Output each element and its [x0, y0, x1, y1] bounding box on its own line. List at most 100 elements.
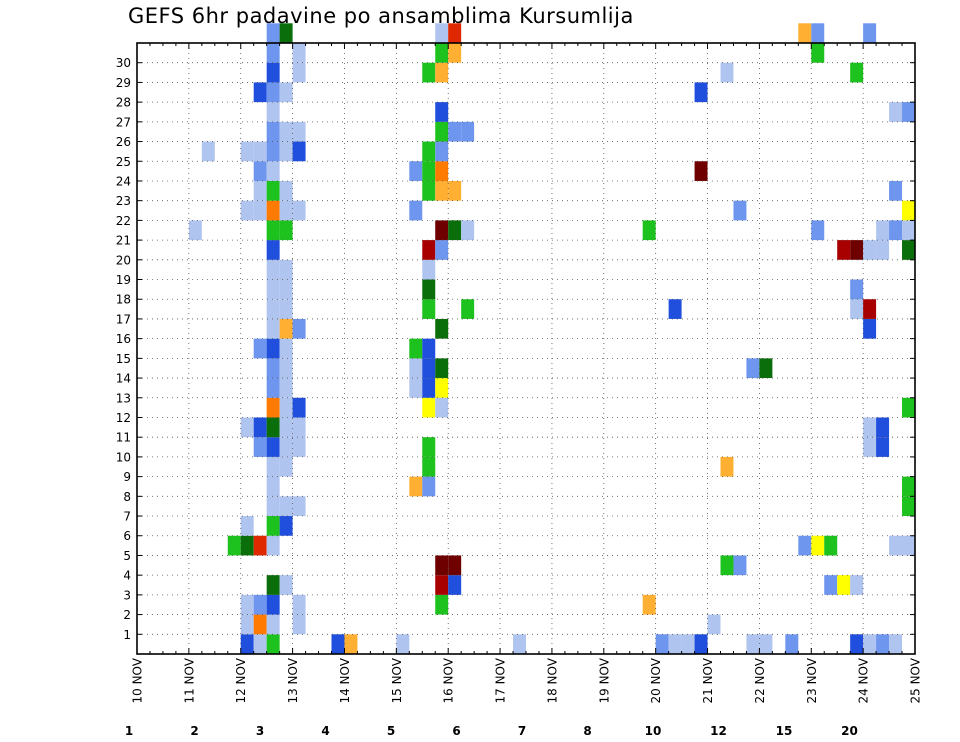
y-tick-label: 10 — [116, 450, 131, 464]
heatmap-cell — [253, 141, 267, 162]
heatmap-cell — [279, 496, 293, 517]
heatmap-cell — [292, 437, 306, 457]
heatmap-cell — [279, 220, 293, 241]
heatmap-cell — [435, 23, 449, 43]
heatmap-cell — [292, 62, 306, 83]
x-tick-label: 15 NOV — [390, 657, 404, 703]
heatmap-cell — [435, 121, 449, 142]
x-tick-label: 14 NOV — [338, 657, 352, 703]
heatmap-cell — [409, 476, 423, 497]
heatmap-cell — [279, 82, 293, 103]
heatmap-cell — [253, 614, 267, 635]
heatmap-cell — [292, 141, 306, 162]
heatmap-cell — [461, 220, 475, 241]
heatmap-cell — [266, 456, 280, 477]
heatmap-cell — [292, 397, 306, 418]
y-tick-label: 9 — [123, 470, 131, 484]
heatmap-cell — [253, 200, 267, 221]
heatmap-cell — [863, 23, 877, 43]
heatmap-cell — [435, 594, 449, 615]
y-tick-label: 11 — [116, 431, 131, 445]
heatmap-cell — [876, 240, 890, 260]
heatmap-cell — [279, 456, 293, 477]
heatmap-cell — [902, 476, 915, 497]
heatmap-cell — [266, 535, 280, 556]
heatmap-cell — [448, 555, 462, 576]
heatmap-cell — [240, 141, 254, 162]
colorbar-label: 1 — [125, 724, 133, 738]
heatmap-cell — [240, 594, 254, 615]
colorbar-label: 5 — [387, 724, 395, 738]
heatmap-cell — [422, 259, 436, 280]
heatmap-cell — [279, 121, 293, 142]
heatmap-cell — [253, 180, 267, 201]
heatmap-cell — [240, 516, 254, 536]
heatmap-cell — [409, 338, 423, 359]
heatmap-cell — [902, 102, 915, 122]
heatmap-cell — [448, 575, 462, 595]
heatmap-cell — [331, 634, 345, 654]
y-tick-label: 2 — [123, 608, 131, 622]
heatmap-cell — [448, 220, 462, 241]
heatmap-cell — [448, 43, 462, 63]
y-tick-label: 18 — [116, 293, 131, 307]
heatmap-cell — [902, 220, 915, 241]
y-tick-label: 20 — [116, 253, 131, 267]
heatmap-cell — [253, 594, 267, 615]
heatmap-cell — [811, 43, 825, 63]
heatmap-cell — [642, 220, 656, 241]
y-tick-label: 16 — [116, 332, 131, 346]
heatmap-cell — [811, 535, 825, 556]
heatmap-cell — [902, 535, 915, 556]
heatmap-cell — [448, 23, 462, 43]
heatmap-cell — [253, 161, 267, 181]
heatmap-cell — [422, 476, 436, 497]
heatmap-cell — [876, 634, 890, 654]
heatmap-cell — [422, 62, 436, 83]
heatmap-cell — [720, 555, 734, 576]
heatmap-cell — [266, 594, 280, 615]
heatmap-cell — [422, 161, 436, 181]
heatmap-cell — [266, 180, 280, 201]
heatmap-cell — [435, 397, 449, 418]
heatmap-cell — [240, 200, 254, 221]
heatmap-cell — [266, 23, 280, 43]
heatmap-cell — [266, 259, 280, 280]
heatmap-cell — [266, 121, 280, 142]
heatmap-cell — [266, 43, 280, 63]
heatmap-cell — [902, 397, 915, 418]
heatmap-cell — [279, 200, 293, 221]
heatmap-cell — [863, 634, 877, 654]
heatmap-cell — [266, 614, 280, 635]
heatmap-cell — [266, 82, 280, 103]
heatmap-cell — [279, 417, 293, 438]
heatmap-cell — [266, 575, 280, 595]
heatmap-cell — [266, 279, 280, 300]
heatmap-cell — [461, 121, 475, 142]
heatmap-cell — [266, 634, 280, 654]
heatmap-cell — [292, 614, 306, 635]
heatmap-cell — [292, 318, 306, 339]
heatmap-cell — [850, 279, 864, 300]
colorbar-label: 10 — [645, 724, 662, 738]
heatmap-cell — [240, 417, 254, 438]
heatmap-cell — [240, 614, 254, 635]
heatmap-cell — [279, 141, 293, 162]
y-tick-label: 12 — [116, 411, 131, 425]
heatmap-cell — [279, 23, 293, 43]
y-tick-label: 28 — [116, 96, 131, 110]
heatmap-cell — [798, 23, 812, 43]
heatmap-cell — [850, 299, 864, 319]
y-tick-label: 30 — [116, 56, 131, 70]
heatmap-cell — [435, 161, 449, 181]
heatmap-cell — [409, 358, 423, 379]
heatmap-cell — [435, 220, 449, 241]
y-tick-label: 6 — [123, 529, 131, 543]
heatmap-cell — [902, 240, 915, 260]
y-tick-label: 19 — [116, 273, 131, 287]
heatmap-cell — [279, 318, 293, 339]
heatmap-cell — [733, 555, 747, 576]
y-tick-label: 3 — [123, 588, 131, 602]
heatmap-cell — [889, 180, 903, 201]
